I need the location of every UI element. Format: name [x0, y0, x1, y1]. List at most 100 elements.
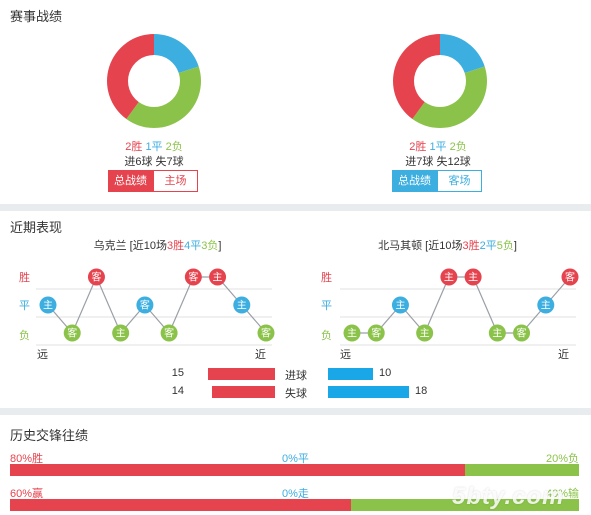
right-form-suffix: ]: [513, 240, 517, 252]
right-form-line: [352, 276, 571, 335]
right-donut-win-segment: [393, 34, 440, 120]
left-form-point-marker: [63, 324, 81, 342]
left-goals-scored-value: 15: [171, 367, 184, 379]
right-form-point: 主: [440, 268, 458, 286]
right-form-point-marker: [391, 296, 409, 314]
left-form-point-venue: 客: [188, 271, 198, 284]
left-form-point-venue: 客: [140, 299, 150, 312]
left-form-point: 客: [184, 268, 202, 286]
left-form-point-marker: [160, 324, 178, 342]
right-form-point-marker: [488, 324, 506, 342]
left-tab-home[interactable]: 主场: [153, 170, 198, 192]
right-form-point-marker: [416, 324, 434, 342]
right-form-point-venue: 主: [347, 328, 357, 340]
recent-form-panel: 近期表现 乌克兰 [近10场3胜4平3负] 北马其顿 [近10场3胜2平5负] …: [0, 211, 591, 408]
right-form-point: 主: [391, 296, 409, 314]
watermark-logo: 5bty.com: [452, 483, 565, 510]
left-donut-loss-segment: [126, 66, 201, 128]
left-goals-scored: 进6球: [124, 156, 153, 168]
left-form-point: 客: [257, 324, 275, 342]
right-form-point: 客: [561, 268, 579, 286]
right-team-name: 北马其顿: [378, 240, 423, 252]
left-form-point: 主: [233, 296, 251, 314]
left-row-label-draw: 平: [19, 300, 30, 312]
right-draw-count: 1平: [429, 141, 447, 153]
right-form-point-marker: [513, 324, 531, 342]
left-tab-overall[interactable]: 总战绩: [108, 170, 153, 192]
left-goals-conceded-value: 14: [171, 385, 184, 397]
left-draw-count: 1平: [145, 141, 163, 153]
right-goals-conceded-bar: [328, 386, 409, 398]
left-record-summary: 2胜 1平 2负: [94, 138, 214, 154]
right-record-summary: 2胜 1平 2负: [378, 138, 498, 154]
left-form-point: 客: [136, 296, 154, 314]
left-form-point-marker: [39, 296, 57, 314]
right-form-point-venue: 主: [395, 300, 405, 312]
right-form-chart: 主客主主主 主主 客主客: [340, 268, 579, 346]
right-goals-summary: 进7球 失12球: [378, 153, 498, 169]
left-row-label-win: 胜: [19, 272, 30, 284]
left-form-losses: 3负: [201, 240, 219, 252]
left-form-point-venue: 客: [164, 327, 174, 340]
right-tab-away[interactable]: 客场: [437, 170, 482, 192]
history-row2-mid-pct: 0%走: [282, 488, 309, 500]
left-goals-summary: 进6球 失7球: [94, 153, 214, 169]
left-form-point-marker: [233, 296, 251, 314]
left-form-point-venue: 客: [67, 327, 77, 340]
left-donut-win-segment: [107, 34, 154, 120]
right-form-point: 主: [416, 324, 434, 342]
right-team-form-header: 北马其顿 [近10场3胜2平5负]: [325, 237, 570, 253]
right-axis-near: 近: [558, 349, 569, 361]
right-tab-overall[interactable]: 总战绩: [392, 170, 437, 192]
right-form-draws: 2平: [479, 240, 497, 252]
left-form-wins: 3胜: [166, 240, 185, 252]
left-form-point-venue: 主: [116, 328, 126, 340]
history-row2-bar: [10, 499, 579, 511]
left-loss-count: 2负: [165, 141, 183, 153]
goals-scored-label: 进球: [285, 370, 307, 382]
right-row-label-win: 胜: [321, 272, 332, 284]
history-row1-left-pct: 80%胜: [10, 453, 44, 465]
history-row2-win-fill: [10, 499, 352, 511]
history-title: 历史交锋往绩: [10, 428, 89, 443]
right-goals-conceded-value: 18: [415, 385, 428, 397]
left-win-count: 2胜: [125, 141, 143, 153]
right-form-point: 主: [537, 296, 555, 314]
left-form-point-marker: [136, 296, 154, 314]
left-form-draws: 4平: [184, 240, 202, 252]
right-form-point-marker: [343, 324, 361, 342]
left-form-point-marker: [87, 268, 105, 286]
history-row1-bar: [10, 464, 579, 476]
right-row-label-loss: 负: [321, 330, 332, 342]
left-goals-scored-bar: [207, 368, 275, 380]
right-form-point-venue: 客: [565, 271, 575, 284]
left-form-point-marker: [112, 324, 130, 342]
history-panel: 历史交锋往绩 80%胜 0%平 20%负 60%赢 0%走 40%输 5bty.…: [0, 415, 591, 515]
history-row2-left-pct: 60%赢: [10, 488, 44, 500]
left-form-point-venue: 客: [261, 327, 271, 340]
season-record-title: 赛事战绩: [10, 9, 63, 24]
left-row-label-loss: 负: [19, 330, 30, 342]
left-form-point-marker: [257, 324, 275, 342]
left-team-form-header: 乌克兰 [近10场3胜4平3负]: [40, 237, 275, 253]
right-form-point-venue: 客: [371, 327, 381, 340]
right-form-point: 主: [343, 324, 361, 342]
right-form-prefix: [近10场: [425, 240, 463, 252]
right-form-point-venue: 主: [468, 272, 478, 284]
right-form-wins: 3胜: [462, 240, 480, 252]
right-form-point: 客: [367, 324, 385, 342]
left-form-point: 主: [209, 268, 227, 286]
left-goals-conceded-bar: [212, 386, 275, 398]
left-form-line: [47, 275, 267, 335]
history-row2-right-pct: 40%输: [545, 488, 579, 500]
recent-form-title: 近期表现: [10, 220, 63, 235]
right-form-point-marker: [464, 268, 482, 286]
right-goals-scored-bar: [328, 368, 373, 380]
left-form-point-marker: [209, 268, 227, 286]
right-donut-chart: [393, 34, 487, 128]
right-form-point-marker: [367, 324, 385, 342]
right-form-point-venue: 主: [420, 328, 430, 340]
left-axis-near: 近: [255, 349, 266, 361]
left-form-point-venue: 主: [237, 300, 247, 312]
right-win-count: 2胜: [409, 141, 427, 153]
